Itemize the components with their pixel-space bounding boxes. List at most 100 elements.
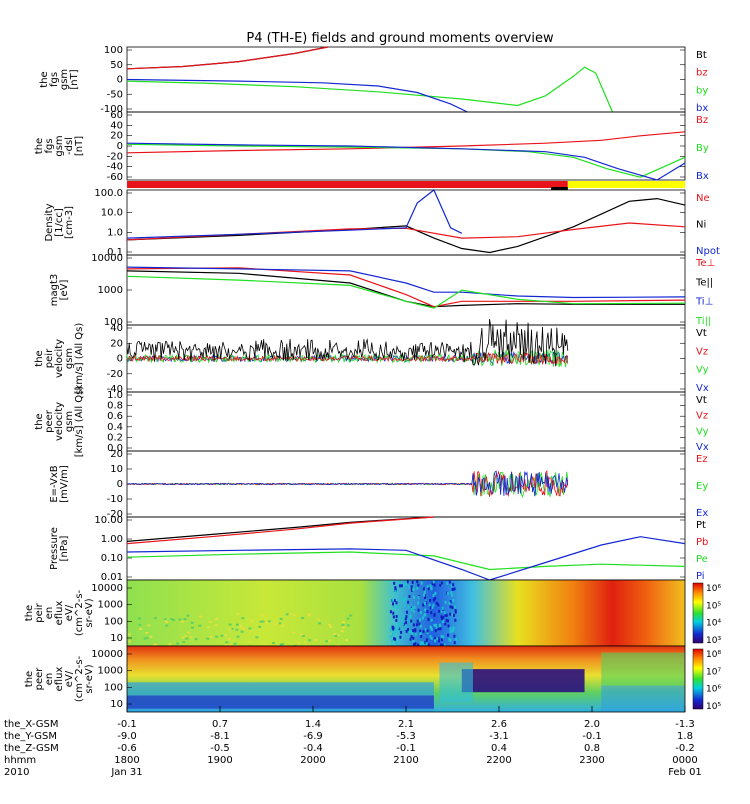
spectrogram-cell [403, 603, 406, 607]
legend-entry: Ex [696, 508, 708, 519]
y-axis-label: magt3 [49, 274, 60, 307]
y-tick-label: 0.10 [101, 553, 123, 564]
spectrogram-cell [392, 611, 395, 615]
y-axis-label: [1/cc] [54, 208, 65, 237]
spectrogram-cell [454, 610, 457, 614]
spectrogram-cell [389, 610, 392, 614]
y-axis-label: [cm-3] [64, 206, 75, 239]
y-tick-label: 0.1 [107, 247, 123, 258]
spectrogram-cell [392, 630, 395, 634]
legend-entry: Npot [696, 246, 720, 257]
y-tick-label: 0 [117, 75, 123, 86]
spectrogram-cell [185, 637, 189, 640]
spectrogram-cell [318, 622, 322, 625]
spectrogram-cell [408, 630, 411, 634]
spectrogram-cell [408, 585, 411, 589]
spectrogram-cell [303, 641, 307, 644]
legend-entry: Ti|| [695, 316, 711, 327]
spectrogram-cell [261, 620, 265, 623]
spectrogram-cell [438, 623, 441, 627]
spectrogram-cell [181, 636, 185, 639]
y-axis-label: gsm [54, 135, 65, 156]
y-tick-label: -20 [107, 151, 123, 162]
spectrogram-cell [417, 608, 420, 612]
spectrogram-cell [452, 598, 455, 602]
y-tick-label: 0.2 [107, 432, 123, 443]
x-axis-value: -0.2 [675, 743, 695, 754]
colorbar [692, 582, 704, 644]
legend-entry: Vx [696, 442, 709, 453]
y-tick-label: 40 [110, 323, 123, 334]
y-tick-label: 10000 [91, 649, 123, 660]
y-axis-label: Pressure [49, 527, 60, 570]
spectrogram-cell [437, 603, 440, 607]
spectrogram-cell [404, 596, 407, 600]
x-axis-row-label: hhmm [4, 755, 36, 766]
y-axis-label: peir [34, 602, 45, 622]
spectrogram-cell [267, 620, 271, 623]
y-tick-label: 10 [110, 464, 123, 475]
spectrogram-cell [220, 634, 224, 637]
x-axis-value: -0.1 [117, 719, 137, 730]
y-axis-label: [nT] [74, 136, 85, 156]
spectrogram-cell [419, 610, 422, 614]
spectrogram-cell [145, 636, 149, 639]
spectrogram-cell [404, 617, 407, 621]
spectrogram-cell [240, 630, 244, 633]
spectrogram-cell [435, 623, 438, 627]
spectrogram-cell [420, 641, 423, 645]
panel-density: 100.0 10.0 1.0 0.1 Density [1/cc] [cm-3] Ne Ni Np… [44, 188, 720, 258]
spectrogram-cell [165, 624, 169, 627]
spectrogram-cell [431, 582, 434, 586]
spectrogram-cell [451, 628, 454, 632]
spectrogram-cell [427, 617, 430, 621]
y-axis-label: eflux [54, 667, 65, 692]
spectrogram-cell [419, 629, 422, 633]
spectrogram-cell [308, 613, 312, 616]
y-tick-label: 0.8 [107, 401, 123, 412]
legend-entry: Te|| [695, 277, 713, 288]
y-tick-label: 20 [110, 131, 123, 142]
spectrogram-cell [394, 589, 397, 593]
spectrogram-cell [395, 614, 398, 618]
spectrogram-cell [229, 643, 233, 646]
legend-entry: Vx [696, 383, 709, 394]
x-axis-value: -1.3 [675, 719, 695, 730]
spectrogram-cell [407, 605, 410, 609]
spectrogram-cell [429, 598, 432, 602]
series-line [126, 142, 686, 181]
spectrogram-cell [416, 619, 419, 623]
spectrogram-cell [394, 586, 397, 590]
panel-pressure: 10.00 1.00 0.10 0.01 Pressure [nPa] Pt Pb Pe Pi [49, 515, 708, 583]
spectrogram-cell [402, 622, 405, 626]
y-axis-label: eV/ [64, 604, 75, 621]
legend-entry: Ne [696, 193, 710, 204]
spectrogram-cell [187, 631, 191, 634]
spectrogram-cell [164, 621, 168, 624]
legend-entry: Bz [696, 115, 708, 126]
x-axis-value: Jan 31 [110, 767, 142, 778]
spectrogram-cell [143, 637, 147, 640]
spectrogram-cell [228, 628, 232, 631]
spectrogram-cell [426, 631, 429, 635]
y-tick-label: 20 [110, 338, 123, 349]
spectrogram-cell [441, 643, 444, 647]
panel-peir_spec: 10⁶ 10⁵ 10⁴ 10³ 10000 1000 100 10 the peir en eflux… [24, 579, 721, 649]
legend-entry: bx [696, 103, 708, 114]
spectrogram-cell [236, 613, 240, 616]
spectrogram-cell [194, 638, 198, 641]
y-axis-label: sr-eV) [84, 598, 95, 627]
spectrogram-cell [426, 610, 429, 614]
colorbar [692, 648, 704, 710]
y-axis-label: [km/s] (All Qs) [74, 323, 85, 395]
panel-peer_velocity: 1.00.80.60.40.20.0 the peer velocity gsm [km/… [34, 386, 709, 458]
y-axis-label: velocity [54, 339, 65, 378]
y-tick-label: 0.4 [107, 422, 123, 433]
spectrogram-cell [434, 628, 437, 632]
spectrogram-cell [405, 615, 408, 619]
spectrogram-cell [414, 642, 417, 646]
spectrogram-cell [444, 613, 447, 617]
legend-entry: by [696, 85, 708, 96]
spectrogram-cell [404, 582, 407, 586]
